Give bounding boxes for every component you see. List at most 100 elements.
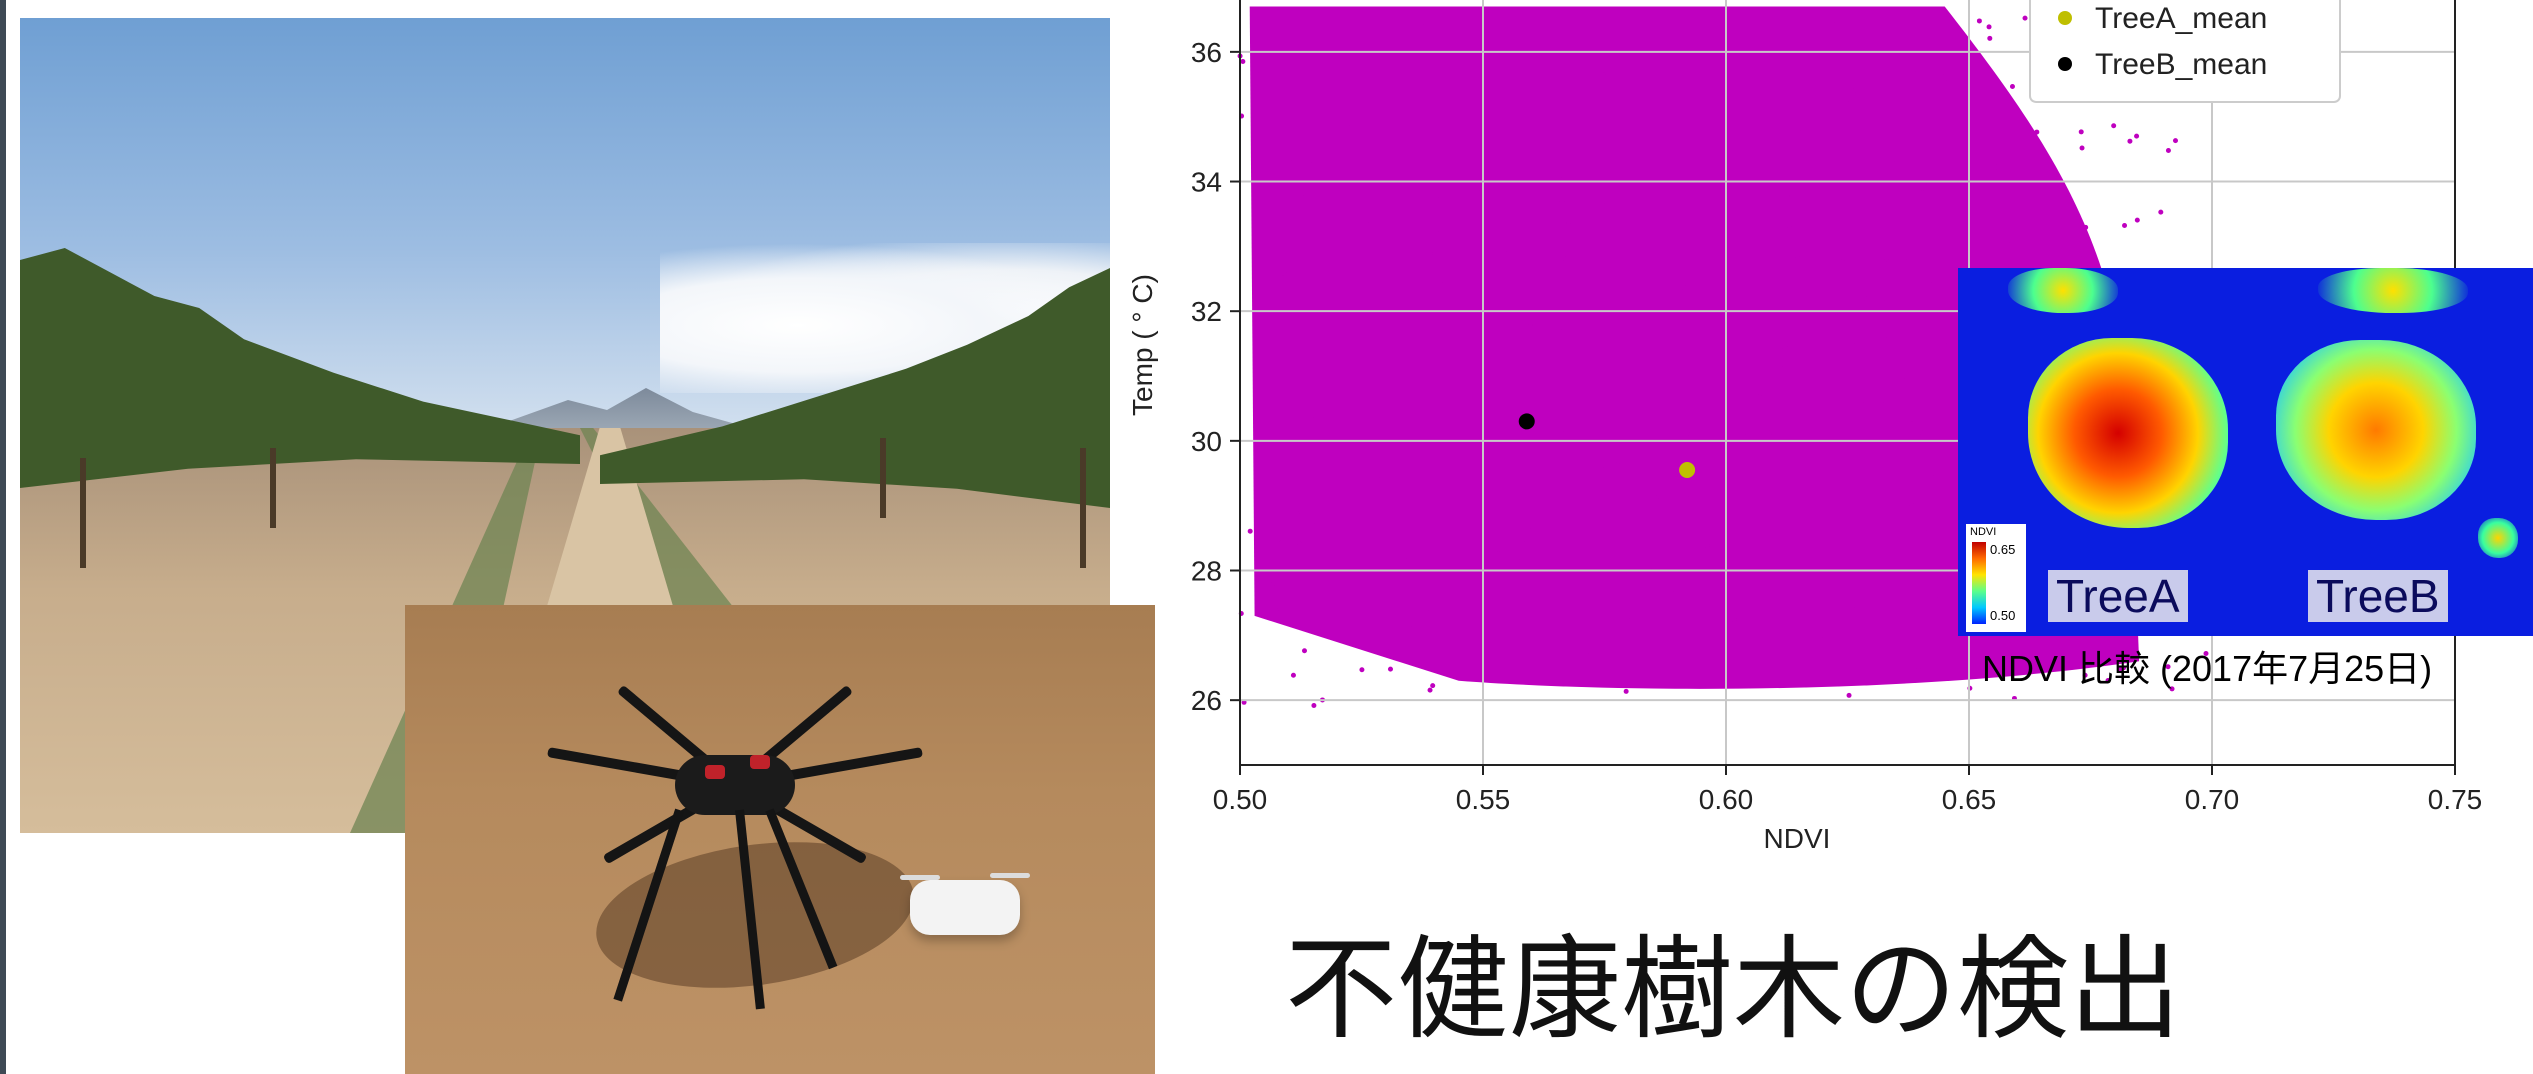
scatter-cloud-point — [1783, 346, 1789, 352]
orchard-trunk — [80, 458, 86, 568]
scatter-cloud-point — [1420, 19, 1426, 25]
x-axis-label: NDVI — [1764, 823, 1831, 854]
tree-b-label: TreeB — [2308, 570, 2448, 622]
scatter-cloud-point — [1240, 58, 1246, 64]
x-tick-label: 0.70 — [2185, 784, 2240, 815]
scatter-cloud-point — [1926, 182, 1932, 188]
scatter-cloud-point — [2079, 145, 2085, 151]
scatter-cloud-point — [1526, 524, 1532, 530]
orchard-trunk — [270, 448, 276, 528]
scatter-cloud-point — [2087, 248, 2093, 254]
scatter-cloud-point — [1920, 185, 1926, 191]
scatter-cloud-point — [2034, 129, 2040, 135]
ndvi-blob — [2478, 518, 2518, 558]
scatter-cloud-point — [1718, 617, 1724, 623]
scatter-cloud-point — [1581, 460, 1587, 466]
scatter-cloud-point — [1257, 68, 1263, 74]
scatter-cloud-point — [1328, 259, 1334, 265]
orchard-trunk — [1080, 448, 1086, 568]
scatter-cloud-point — [2105, 677, 2111, 683]
mean-point-TreeA_mean — [1679, 462, 1696, 479]
scatter-cloud-point — [1854, 201, 1860, 207]
scatter-cloud-point — [1592, 460, 1598, 466]
ndvi-temp-scatter-chart: 0.50 0.55 0.60 0.65 0.70 0.75 26 28 30 32 34 36 NDV… — [1127, 0, 2482, 854]
scatter-cloud-point — [1807, 456, 1813, 462]
scatter-cloud-point — [1837, 540, 1843, 546]
scatter-cloud-point — [1575, 416, 1581, 422]
x-tick-label: 0.55 — [1456, 784, 1511, 815]
scatter-cloud-point — [1432, 251, 1438, 257]
scatter-cloud-point — [1624, 615, 1630, 621]
scatter-cloud-point — [1600, 72, 1606, 78]
scatter-cloud-point — [1456, 293, 1462, 299]
scatter-cloud-point — [1946, 83, 1952, 89]
ndvi-inset-map: NDVI 0.65 0.50 TreeA TreeB — [1958, 268, 2533, 636]
scatter-cloud-point — [1910, 69, 1916, 75]
scatter-cloud-point — [1579, 264, 1585, 270]
scatter-cloud-point — [1352, 358, 1358, 364]
scatter-cloud-point — [1559, 199, 1565, 205]
legend-label: TreeA_mean — [2095, 2, 2267, 35]
y-tick-label: 28 — [1191, 556, 1222, 587]
scatter-cloud-point — [1520, 537, 1526, 543]
y-tick-label: 32 — [1191, 296, 1222, 327]
y-tick-label: 30 — [1191, 426, 1222, 457]
scatter-cloud-point — [1971, 171, 1977, 177]
ndvi-colorbar-title: NDVI — [1970, 526, 1997, 538]
scatter-cloud-point — [1921, 158, 1927, 164]
scatter-cloud-point — [1290, 672, 1296, 678]
ndvi-colorbar-gradient — [1972, 542, 1986, 624]
scatter-cloud-point — [1864, 608, 1870, 614]
scatter-cloud-point — [2172, 138, 2178, 144]
scatter-cloud-point — [1683, 492, 1689, 498]
scatter-cloud-point — [1403, 648, 1409, 654]
scatter-cloud-point — [1758, 391, 1764, 397]
x-tick-label: 0.50 — [1213, 784, 1268, 815]
scatter-cloud-point — [1375, 475, 1381, 481]
scatter-cloud-point — [1760, 173, 1766, 179]
scatter-cloud-point — [1951, 467, 1957, 473]
scatter-cloud-point — [1706, 571, 1712, 577]
scatter-cloud-point — [1905, 535, 1911, 541]
scatter-cloud-point — [1296, 541, 1302, 547]
scatter-cloud-point — [1430, 683, 1436, 689]
scatter-cloud-point — [1904, 397, 1910, 403]
y-axis-label: Temp ( ° C) — [1127, 274, 1158, 416]
scatter-cloud-point — [2022, 15, 2028, 21]
scatter-cloud-point — [2117, 666, 2123, 672]
scatter-cloud-point — [1310, 157, 1316, 163]
ndvi-colorbar-max: 0.65 — [1990, 542, 2016, 557]
scatter-cloud-point — [1407, 621, 1413, 627]
scatter-cloud-point — [2165, 664, 2171, 670]
scatter-cloud-point — [1424, 609, 1430, 615]
scatter-cloud-point — [1315, 627, 1321, 633]
scatter-cloud-point — [1840, 259, 1846, 265]
scatter-cloud-point — [2007, 238, 2013, 244]
scatter-cloud-point — [1681, 285, 1687, 291]
scatter-cloud-point — [1294, 510, 1300, 516]
scatter-cloud-point — [1792, 590, 1798, 596]
scatter-cloud-point — [1847, 101, 1853, 107]
scatter-cloud-point — [1809, 154, 1815, 160]
ndvi-caption: NDVI 比較 (2017年7月25日) — [1982, 648, 2433, 689]
scatter-cloud-point — [1728, 217, 1734, 223]
scatter-cloud-point — [2111, 123, 2117, 129]
scatter-cloud-point — [2010, 118, 2016, 124]
scatter-cloud-point — [2076, 255, 2082, 261]
scatter-cloud-point — [1908, 416, 1914, 422]
scatter-cloud-point — [1560, 328, 1566, 334]
scatter-cloud-point — [1502, 247, 1508, 253]
scatter-cloud-point — [2169, 686, 2175, 692]
scatter-cloud-point — [1862, 402, 1868, 408]
scatter-cloud-point — [1740, 432, 1746, 438]
scatter-cloud-point — [2134, 217, 2140, 223]
scatter-cloud-point — [1496, 546, 1502, 552]
scatter-cloud-point — [1866, 399, 1872, 405]
scatter-cloud-point — [1786, 224, 1792, 230]
scatter-cloud-point — [1852, 87, 1858, 93]
scatter-cloud-point — [1344, 54, 1350, 60]
scatter-cloud-point — [1881, 335, 1887, 341]
slide-heading: 不健康樹木の検出 — [1285, 925, 2181, 1055]
scatter-cloud-point — [1929, 277, 1935, 283]
scatter-cloud-point — [1247, 528, 1253, 534]
